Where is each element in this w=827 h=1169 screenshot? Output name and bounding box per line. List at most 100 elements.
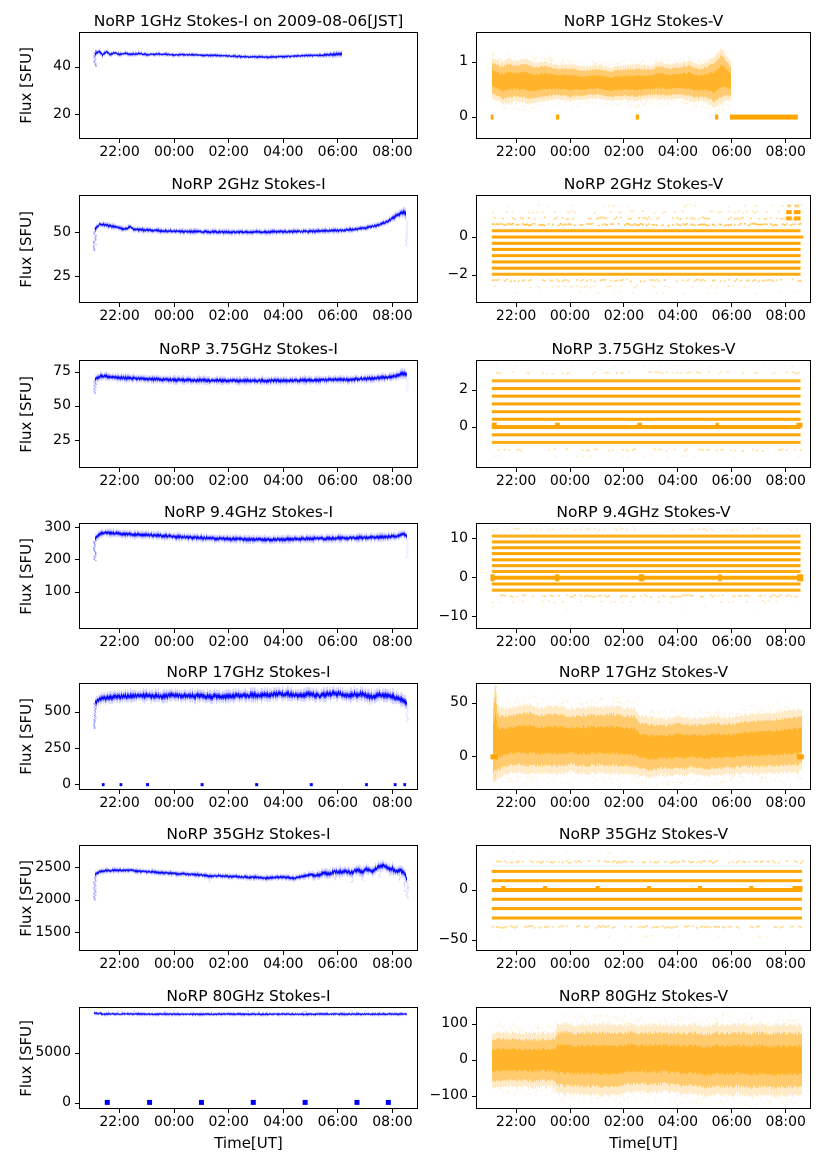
- x-tick-label: 04:00: [657, 795, 699, 811]
- plot-title-80ghz-v: NoRP 80GHz Stokes-V: [558, 987, 729, 1005]
- x-tick: [785, 139, 787, 143]
- x-axis-label-80ghz-v: Time[UT]: [609, 1134, 678, 1152]
- x-tick: [337, 1109, 339, 1113]
- x-tick: [731, 790, 733, 794]
- x-tick-label: 22:00: [495, 308, 537, 324]
- x-tick-label: 02:00: [208, 473, 249, 489]
- x-tick-label: 02:00: [603, 956, 645, 972]
- y-tick-label: 1: [459, 53, 468, 70]
- x-tick-label: 04:00: [657, 1114, 699, 1130]
- x-tick: [282, 790, 284, 794]
- x-tick: [515, 468, 517, 472]
- x-tick-label: 00:00: [153, 956, 195, 972]
- x-tick-label: 06:00: [711, 1114, 752, 1130]
- plot-area-1ghz-v: [476, 32, 811, 139]
- y-tick: [472, 616, 476, 618]
- y-tick-label: −10: [438, 607, 468, 624]
- x-tick: [337, 139, 339, 143]
- x-tick: [515, 1109, 517, 1113]
- y-tick: [75, 1052, 79, 1054]
- y-tick: [75, 114, 79, 116]
- y-tick: [472, 61, 476, 63]
- x-tick: [569, 629, 571, 633]
- y-axis-label-80ghz-i: Flux [SFU]: [17, 1008, 35, 1108]
- plot-area-80ghz-v: [476, 1007, 811, 1109]
- x-tick: [623, 790, 625, 794]
- y-tick-label: 5000: [35, 1044, 71, 1060]
- x-tick-label: 00:00: [153, 308, 195, 324]
- y-tick-label: 2: [459, 381, 468, 398]
- y-tick: [75, 932, 79, 934]
- x-tick-label: 08:00: [372, 144, 413, 160]
- x-tick: [391, 951, 393, 955]
- y-tick-label: 0: [459, 881, 468, 897]
- x-tick-label: 00:00: [549, 473, 591, 489]
- x-tick-label: 02:00: [603, 473, 645, 489]
- x-tick: [337, 468, 339, 472]
- x-tick: [623, 951, 625, 955]
- x-tick: [173, 1109, 175, 1113]
- y-tick-label: 50: [53, 223, 71, 240]
- x-tick: [282, 951, 284, 955]
- x-tick-label: 08:00: [765, 144, 806, 160]
- plot-area-9.4ghz-i: [79, 523, 418, 629]
- x-tick: [391, 303, 393, 307]
- x-tick-label: 04:00: [263, 473, 304, 489]
- x-tick: [282, 139, 284, 143]
- y-tick-label: 50: [450, 694, 468, 711]
- x-tick: [391, 1109, 393, 1113]
- y-tick-label: 100: [44, 583, 71, 600]
- x-tick-label: 08:00: [372, 795, 413, 811]
- x-tick-label: 06:00: [317, 473, 359, 489]
- y-tick-label: −2: [447, 266, 468, 283]
- x-tick-label: 06:00: [317, 1114, 359, 1130]
- y-tick: [75, 591, 79, 593]
- plot-canvas-17ghz-i: [80, 684, 417, 789]
- x-tick-label: 08:00: [765, 634, 806, 650]
- x-tick-label: 02:00: [603, 795, 645, 811]
- x-tick-label: 02:00: [603, 144, 645, 160]
- x-tick-label: 02:00: [603, 308, 645, 324]
- plot-title-1ghz-i: NoRP 1GHz Stokes-I on 2009-08-06[JST]: [93, 12, 404, 30]
- x-tick-label: 00:00: [549, 956, 591, 972]
- x-tick-label: 08:00: [765, 473, 806, 489]
- x-tick-label: 06:00: [711, 956, 752, 972]
- x-tick: [282, 629, 284, 633]
- y-axis-label-9.4ghz-i: Flux [SFU]: [17, 524, 35, 628]
- y-tick: [75, 1102, 79, 1104]
- plot-title-1ghz-v: NoRP 1GHz Stokes-V: [563, 12, 724, 30]
- y-tick-label: 500: [44, 703, 71, 720]
- x-tick-label: 08:00: [372, 473, 413, 489]
- plot-title-9.4ghz-i: NoRP 9.4GHz Stokes-I: [163, 503, 334, 521]
- x-tick: [677, 629, 679, 633]
- plot-title-17ghz-v: NoRP 17GHz Stokes-V: [558, 663, 729, 681]
- plot-canvas-3.75ghz-i: [80, 361, 417, 467]
- x-tick-label: 22:00: [495, 634, 537, 650]
- y-tick-label: 40: [53, 58, 71, 75]
- y-axis-label-text: Flux [SFU]: [17, 1019, 35, 1097]
- y-tick-label: 0: [459, 108, 468, 125]
- x-tick: [569, 1109, 571, 1113]
- x-tick-label: 00:00: [549, 1114, 591, 1130]
- x-tick: [337, 790, 339, 794]
- x-tick: [228, 139, 230, 143]
- x-tick: [119, 139, 121, 143]
- x-tick: [515, 303, 517, 307]
- x-tick: [173, 790, 175, 794]
- y-tick-label: 300: [44, 518, 71, 535]
- x-tick-label: 04:00: [657, 956, 699, 972]
- x-tick: [569, 790, 571, 794]
- x-tick: [228, 468, 230, 472]
- x-tick-label: 06:00: [711, 144, 752, 160]
- x-tick-label: 08:00: [765, 1114, 806, 1130]
- x-tick: [569, 951, 571, 955]
- y-tick: [472, 389, 476, 391]
- x-tick: [391, 790, 393, 794]
- x-tick-label: 00:00: [153, 795, 195, 811]
- y-tick: [75, 784, 79, 786]
- y-tick-label: −50: [438, 931, 468, 947]
- x-tick: [731, 139, 733, 143]
- x-tick: [282, 468, 284, 472]
- y-tick: [75, 527, 79, 529]
- y-tick-label: 25: [53, 267, 71, 284]
